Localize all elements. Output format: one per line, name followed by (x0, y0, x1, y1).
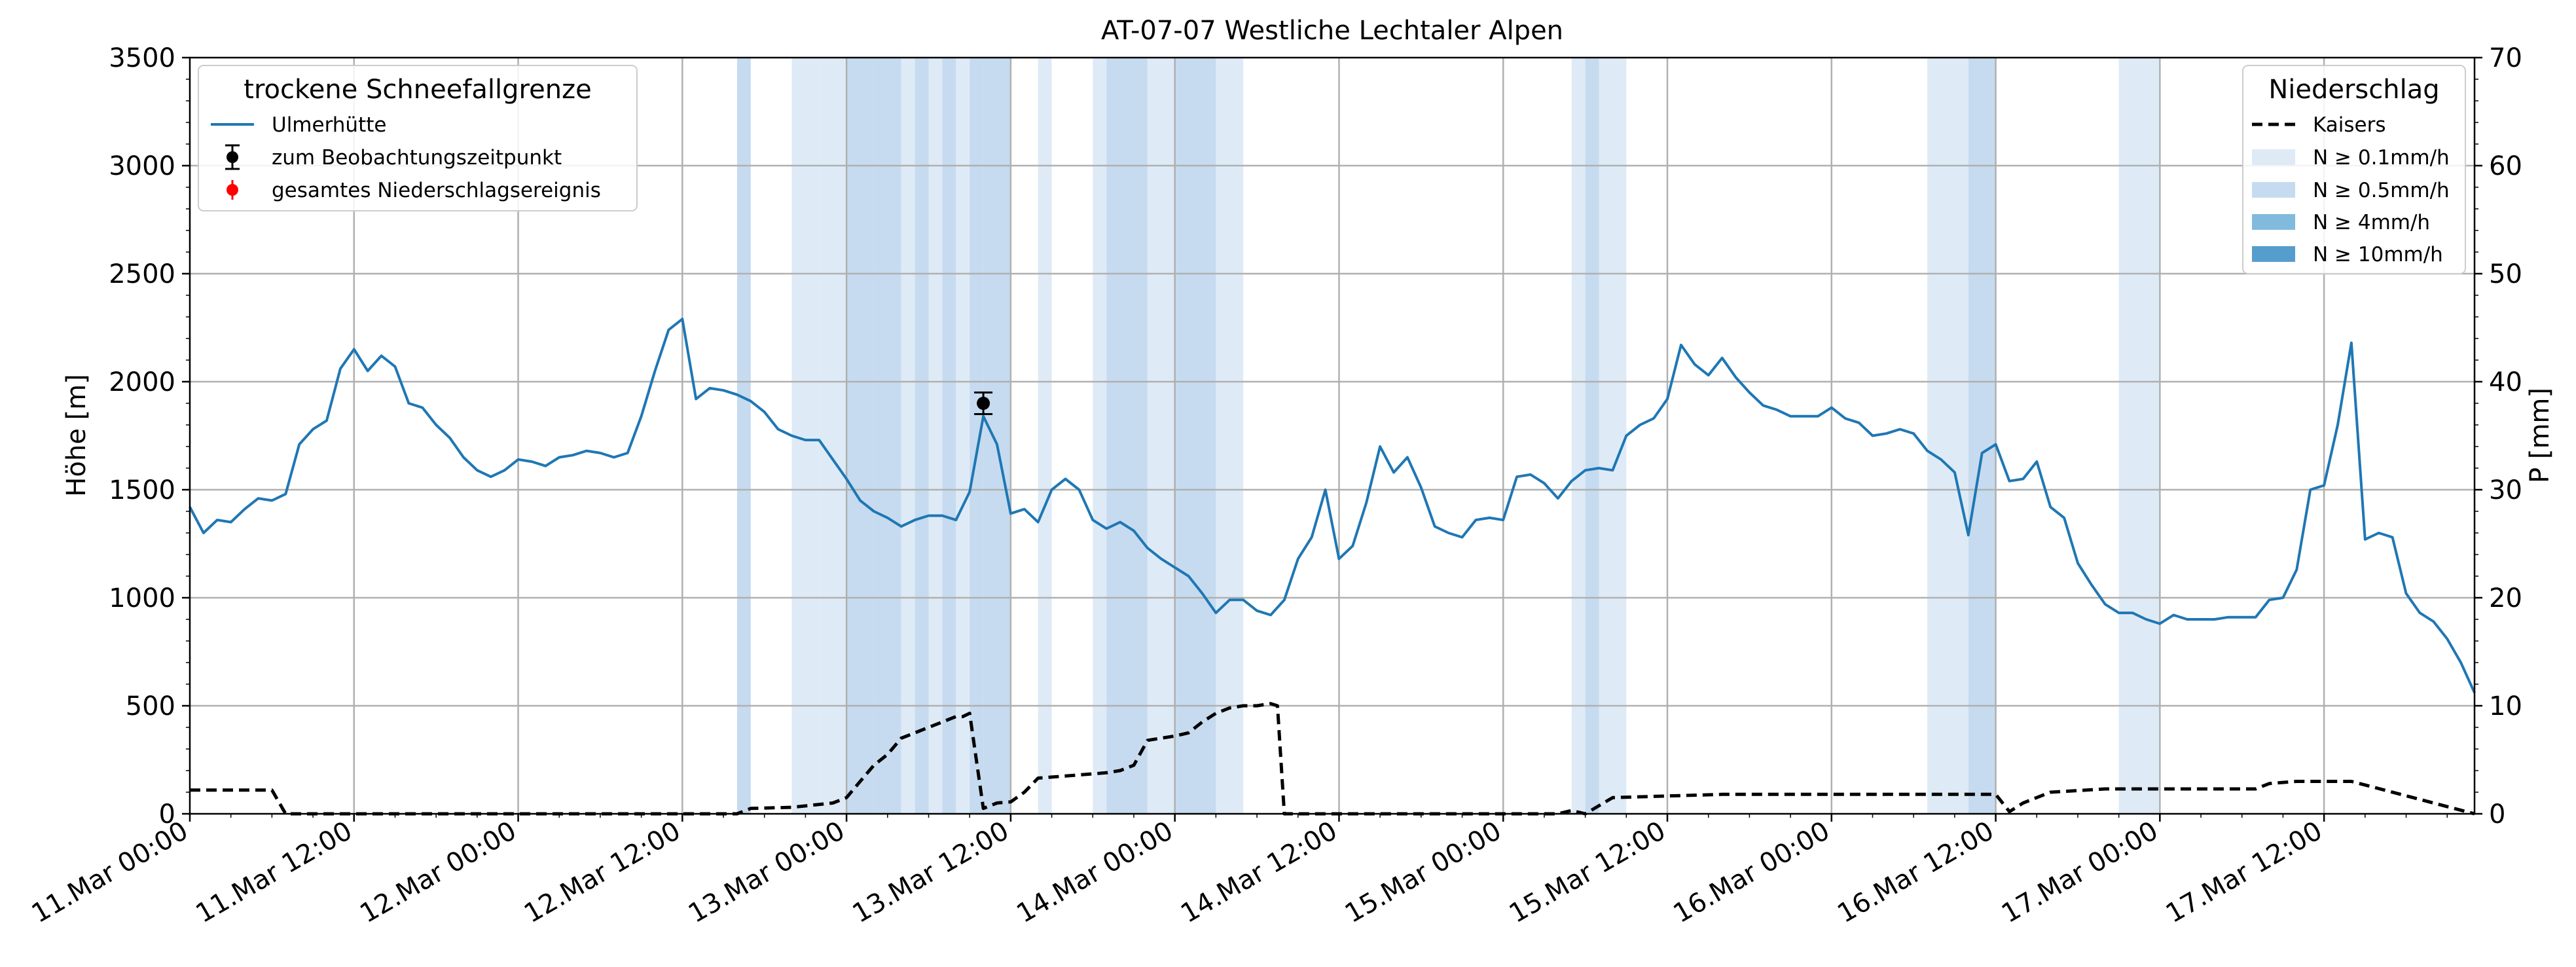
right-y-axis-title: P [mm] (2525, 388, 2555, 483)
legend-left: trockene Schneefallgrenze Ulmerhütte zum… (198, 65, 638, 211)
left-y-tick-label: 3500 (109, 43, 175, 73)
precipitation-band (1174, 58, 1216, 814)
precipitation-band (983, 58, 1011, 814)
precipitation-band (956, 58, 970, 814)
precipitation-band (970, 58, 984, 814)
legend-shade-0-5-swatch (2252, 182, 2295, 198)
left-y-tick-label: 500 (126, 691, 175, 721)
legend-observation-label: zum Beobachtungszeitpunkt (272, 146, 562, 170)
legend-left-frame (198, 65, 638, 211)
precipitation-band (846, 58, 874, 814)
legend-left-title: trockene Schneefallgrenze (244, 75, 591, 105)
legend-shade-0-5-label: N ≥ 0.5mm/h (2313, 179, 2450, 202)
legend-right: Niederschlag Kaisers N ≥ 0.1mm/h N ≥ 0.5… (2242, 65, 2466, 274)
legend-shade-10-swatch (2252, 246, 2295, 262)
left-y-tick-label: 2500 (109, 259, 175, 289)
precipitation-band (1968, 58, 1996, 814)
precipitation-band (873, 58, 901, 814)
legend-event-label: gesamtes Niederschlagsereignis (272, 179, 601, 202)
precipitation-band (736, 58, 751, 814)
right-y-tick-label: 40 (2489, 367, 2522, 397)
legend-shade-4-swatch (2252, 214, 2295, 230)
legend-shade-0-1-label: N ≥ 0.1mm/h (2313, 146, 2450, 170)
left-y-tick-label: 0 (159, 799, 175, 830)
precipitation-band (1927, 58, 1968, 814)
chart-title: AT-07-07 Westliche Lechtaler Alpen (1101, 16, 1563, 46)
observation-point (974, 392, 993, 415)
left-y-tick-label: 1500 (109, 475, 175, 505)
series-line-kaisers (190, 702, 2475, 816)
observation-marker (977, 397, 990, 410)
series-line-ulmerhuette (189, 318, 2476, 694)
precipitation-band (1599, 58, 1627, 814)
precipitation-band (1571, 58, 1586, 814)
precipitation-band (942, 58, 956, 814)
legend-observation-swatch (225, 144, 240, 170)
precipitation-band (901, 58, 915, 814)
legend-event-swatch (227, 180, 238, 200)
right-y-tick-label: 60 (2489, 151, 2522, 181)
precipitation-band (1216, 58, 1244, 814)
precipitation-band (1038, 58, 1052, 814)
right-y-tick-label: 50 (2489, 259, 2522, 289)
right-y-axis: 0 10 20 30 40 50 60 70 (2475, 43, 2522, 830)
grid-lines (190, 58, 2475, 814)
precipitation-band (1585, 58, 1599, 814)
left-y-tick-label: 1000 (109, 583, 175, 613)
legend-shade-10-label: N ≥ 10mm/h (2313, 243, 2443, 266)
left-y-axis-title: Höhe [m] (62, 374, 92, 496)
legend-kaisers-label: Kaisers (2313, 113, 2386, 137)
legend-right-frame (2242, 65, 2466, 274)
legend-shade-4-label: N ≥ 4mm/h (2313, 211, 2430, 234)
right-y-tick-label: 10 (2489, 691, 2522, 721)
right-y-tick-label: 20 (2489, 583, 2522, 613)
right-y-tick-label: 30 (2489, 475, 2522, 505)
precipitation-band (819, 58, 847, 814)
precipitation-band (1147, 58, 1175, 814)
precipitation-band (1106, 58, 1148, 814)
precipitation-band (1093, 58, 1107, 814)
left-y-tick-label: 3000 (109, 151, 175, 181)
left-y-tick-label: 2000 (109, 367, 175, 397)
plot-lines (189, 318, 2476, 816)
precipitation-band (928, 58, 943, 814)
right-y-tick-label: 70 (2489, 43, 2522, 73)
precipitation-band (915, 58, 929, 814)
legend-right-title: Niederschlag (2268, 75, 2439, 105)
right-y-tick-label: 0 (2489, 799, 2505, 830)
legend-shade-0-1-swatch (2252, 149, 2295, 165)
legend-ulmerhuette-label: Ulmerhütte (272, 113, 386, 137)
precipitation-bands (736, 58, 2160, 814)
plot-frame (189, 56, 2476, 815)
precipitation-band (2118, 58, 2160, 814)
precipitation-band (791, 58, 820, 814)
left-y-axis: 0 500 1000 1500 2000 2500 3000 3500 (109, 43, 190, 830)
